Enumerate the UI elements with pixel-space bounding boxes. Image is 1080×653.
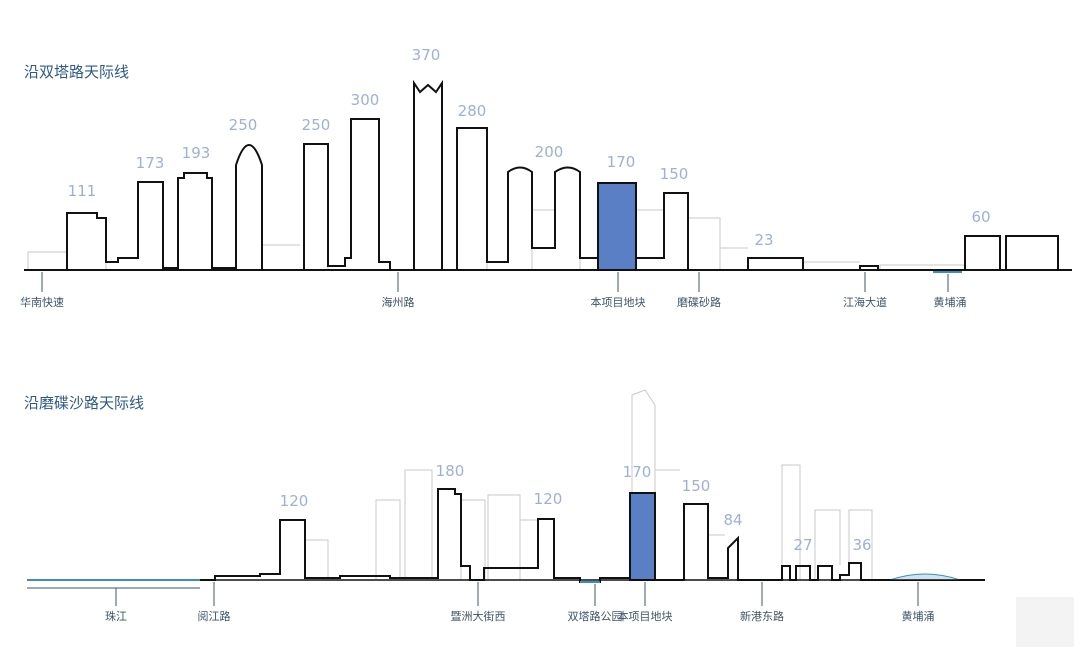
road-label: 新港东路 — [740, 609, 784, 623]
height-label: 370 — [412, 46, 441, 64]
road-label: 本项目地块 — [591, 295, 646, 309]
height-label: 84 — [723, 511, 742, 529]
height-label: 180 — [436, 462, 465, 480]
road-label: 磨碟砂路 — [677, 296, 721, 309]
height-label: 250 — [302, 116, 331, 134]
height-label: 170 — [607, 153, 636, 171]
height-label: 150 — [682, 477, 711, 495]
height-label: 300 — [351, 91, 380, 109]
height-label: 193 — [182, 144, 211, 162]
bottom-skyline: 沿磨碟沙路天际线 120 180 120 170 150 84 27 36 珠江… — [24, 389, 985, 623]
height-label: 120 — [534, 490, 563, 508]
bottom-water — [889, 573, 961, 581]
road-label: 暨洲大街西 — [451, 609, 506, 623]
bottom-road-labels: 珠江 阅江路 暨洲大街西 双塔路公园 本项目地块 新港东路 黄埔涌 — [105, 582, 935, 623]
height-label: 36 — [852, 536, 871, 554]
road-label: 本项目地块 — [618, 609, 673, 623]
road-label: 海州路 — [382, 295, 415, 309]
top-project-block — [597, 182, 637, 271]
watermark-box — [1016, 597, 1074, 647]
height-label: 23 — [754, 231, 773, 249]
top-road-labels: 华南快速 海州路 本项目地块 磨碟砂路 江海大道 黄埔涌 — [20, 272, 967, 309]
height-label: 170 — [623, 463, 652, 481]
bottom-title: 沿磨碟沙路天际线 — [24, 394, 144, 412]
height-label: 173 — [136, 154, 165, 172]
bottom-project-block — [629, 492, 656, 581]
height-label: 280 — [458, 102, 487, 120]
height-label: 111 — [68, 182, 97, 200]
road-label: 江海大道 — [843, 295, 887, 309]
height-label: 150 — [660, 165, 689, 183]
top-skyline: 沿双塔路天际线 111 173 193 250 250 300 370 280 … — [20, 46, 1072, 309]
road-label: 华南快速 — [20, 295, 64, 309]
height-label: 27 — [793, 536, 812, 554]
height-label: 250 — [229, 116, 258, 134]
road-label: 黄埔涌 — [902, 609, 935, 623]
height-label: 200 — [535, 143, 564, 161]
road-label: 双塔路公园 — [568, 610, 623, 623]
road-label: 珠江 — [105, 609, 127, 623]
top-title: 沿双塔路天际线 — [24, 63, 129, 81]
road-label: 黄埔涌 — [934, 295, 967, 309]
height-label: 120 — [280, 492, 309, 510]
top-skyline-outline — [28, 79, 1072, 271]
road-label: 阅江路 — [198, 610, 231, 623]
height-label: 60 — [971, 208, 990, 226]
